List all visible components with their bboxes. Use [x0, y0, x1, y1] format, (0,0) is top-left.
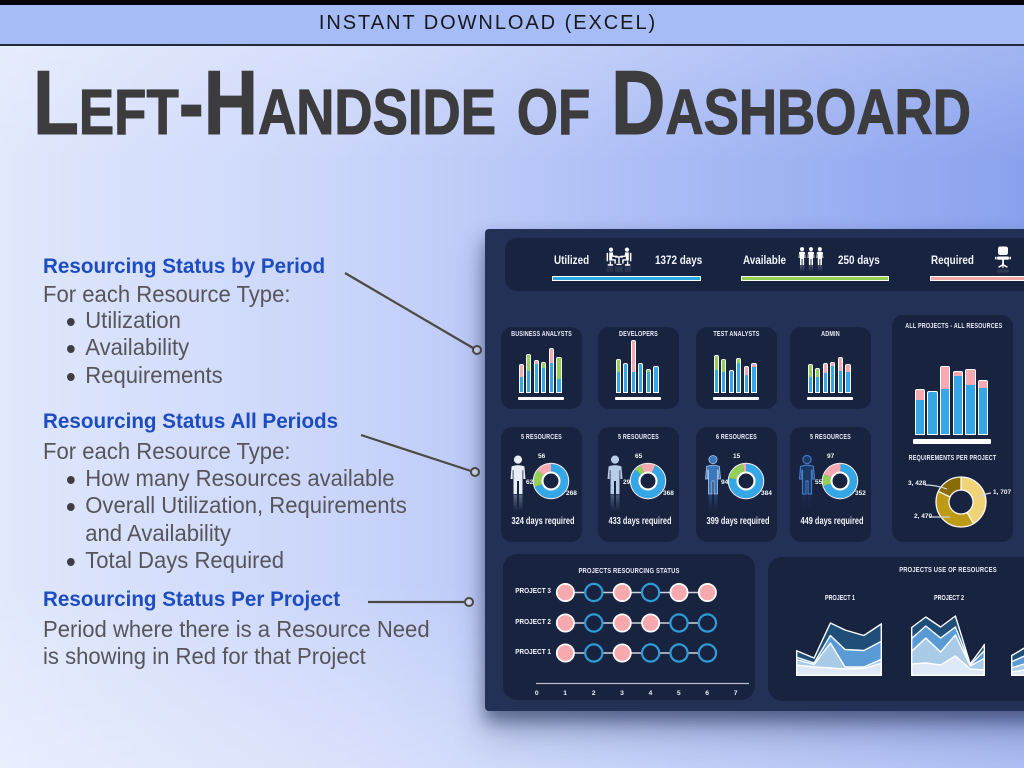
svg-text:2: 2 [592, 690, 596, 697]
svg-text:7: 7 [734, 690, 738, 697]
svg-text:3: 3 [620, 690, 624, 697]
svg-text:0: 0 [535, 690, 539, 697]
svg-text:5: 5 [677, 690, 681, 697]
svg-text:1: 1 [563, 690, 567, 697]
svg-text:6: 6 [705, 690, 709, 697]
svg-text:4: 4 [649, 690, 653, 697]
